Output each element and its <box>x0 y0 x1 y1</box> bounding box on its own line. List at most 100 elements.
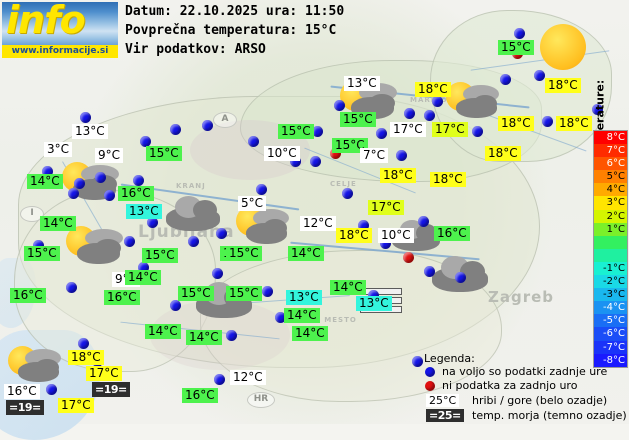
station-dot-current[interactable] <box>424 110 435 121</box>
station-dot-current[interactable] <box>472 126 483 137</box>
scale-row: -5°C <box>594 314 627 328</box>
cloud-icon <box>416 224 437 242</box>
station-dot-current[interactable] <box>188 236 199 247</box>
station-dot-current[interactable] <box>226 330 237 341</box>
temperature-badge: 17°C <box>58 398 94 413</box>
station-dot-current[interactable] <box>534 70 545 81</box>
station-dot-current[interactable] <box>334 100 345 111</box>
temperature-badge: 13°C <box>286 290 322 305</box>
temperature-badge: 14°C <box>125 270 161 285</box>
temperature-badge: 3°C <box>44 142 73 157</box>
station-dot-current[interactable] <box>396 150 407 161</box>
station-dot-current[interactable] <box>424 266 435 277</box>
station-dot-current[interactable] <box>78 338 89 349</box>
station-dot-current[interactable] <box>214 374 225 385</box>
scale-row: 2°C <box>594 209 627 223</box>
station-dot-current[interactable] <box>376 128 387 139</box>
station-dot-no-data[interactable] <box>330 148 341 159</box>
cloud-icon <box>166 196 220 232</box>
cloud-icon <box>263 219 287 237</box>
station-dot-current[interactable] <box>404 108 415 119</box>
sun-cloud-icon <box>8 346 66 388</box>
station-dot-current[interactable] <box>358 220 369 231</box>
scale-row: 1°C <box>594 222 627 236</box>
scale-row <box>594 248 627 262</box>
station-dot-current[interactable] <box>104 190 115 201</box>
temperature-badge: 18°C <box>498 116 534 131</box>
station-dot-current[interactable] <box>95 172 106 183</box>
temperature-badge: 15°C <box>226 246 262 261</box>
sun-cloud-icon <box>446 82 504 124</box>
cloud-icon <box>193 200 217 220</box>
station-dot-current[interactable] <box>262 286 273 297</box>
station-dot-current[interactable] <box>216 228 227 239</box>
cloud-icon <box>473 95 497 112</box>
station-dot-current[interactable] <box>202 120 213 131</box>
temperature-badge: 16°C <box>104 290 140 305</box>
sun-cloud-icon <box>236 206 294 250</box>
station-dot-current[interactable] <box>432 96 443 107</box>
temperature-badge: 15°C <box>278 124 314 139</box>
station-dot-current[interactable] <box>42 166 53 177</box>
temperature-badge: 14°C <box>40 216 76 231</box>
temperature-badge: 16°C <box>182 388 218 403</box>
temperature-badge: 15°C <box>340 112 376 127</box>
temperature-badge: 16°C <box>10 288 46 303</box>
scale-row: 7°C <box>594 144 627 158</box>
temperature-badge: 16°C <box>118 186 154 201</box>
fog-bar <box>360 288 402 295</box>
station-dot-current[interactable] <box>170 124 181 135</box>
station-dot-no-data[interactable] <box>403 252 414 263</box>
legend-sea-label: temp. morja (temno ozadje) <box>472 409 627 422</box>
country-code-marker: HR <box>247 392 275 408</box>
station-dot-current[interactable] <box>33 240 44 251</box>
cloud-icon <box>460 261 485 282</box>
station-dot-current[interactable] <box>170 300 181 311</box>
station-dot-current[interactable] <box>256 184 267 195</box>
station-dot-current[interactable] <box>147 217 158 228</box>
temperature-badge: 15°C <box>498 40 534 55</box>
logo-wordmark: info <box>6 2 86 42</box>
station-dot-current[interactable] <box>290 156 301 167</box>
station-dot-current[interactable] <box>138 262 149 273</box>
station-dot-current[interactable] <box>342 188 353 199</box>
scale-row: -8°C <box>594 353 627 367</box>
station-dot-current[interactable] <box>68 188 79 199</box>
temperature-badge: 16°C <box>4 384 40 399</box>
station-dot-current[interactable] <box>592 104 603 115</box>
station-dot-current[interactable] <box>212 268 223 279</box>
legend-hills-label: hribi / gore (belo ozadje) <box>472 394 608 407</box>
cloud-icon <box>369 94 395 112</box>
temperature-badge: 18°C <box>556 116 592 131</box>
station-dot-current[interactable] <box>74 178 85 189</box>
station-dot-current[interactable] <box>380 238 391 249</box>
station-dot-current[interactable] <box>275 312 286 323</box>
header-info: Datum: 22.10.2025 ura: 11:50 Povprečna t… <box>125 2 344 59</box>
station-dot-current[interactable] <box>46 384 57 395</box>
station-dot-current[interactable] <box>248 136 259 147</box>
station-dot-current[interactable] <box>418 216 429 227</box>
scale-row: 8°C <box>594 131 627 145</box>
station-dot-current[interactable] <box>412 356 423 367</box>
station-dot-current[interactable] <box>140 136 151 147</box>
temperature-badge: 14°C <box>288 246 324 261</box>
station-dot-current[interactable] <box>312 126 323 137</box>
temperature-badge: 15°C <box>146 146 182 161</box>
station-dot-current[interactable] <box>310 156 321 167</box>
temperature-badge: 13°C <box>126 204 162 219</box>
station-dot-current[interactable] <box>514 28 525 39</box>
red-dot-icon <box>425 381 435 391</box>
station-dot-current[interactable] <box>455 272 466 283</box>
site-logo[interactable]: info www.informacije.si <box>2 2 118 58</box>
station-dot-current[interactable] <box>542 116 553 127</box>
station-dot-current[interactable] <box>66 282 77 293</box>
station-dot-current[interactable] <box>124 236 135 247</box>
sun-icon <box>540 24 586 70</box>
station-dot-current[interactable] <box>500 74 511 85</box>
station-dot-current[interactable] <box>368 290 379 301</box>
station-dot-current[interactable] <box>133 175 144 186</box>
temperature-badge: 5°C <box>238 196 267 211</box>
station-dot-current[interactable] <box>80 112 91 123</box>
header-data-source: Vir podatkov: ARSO <box>125 42 266 57</box>
